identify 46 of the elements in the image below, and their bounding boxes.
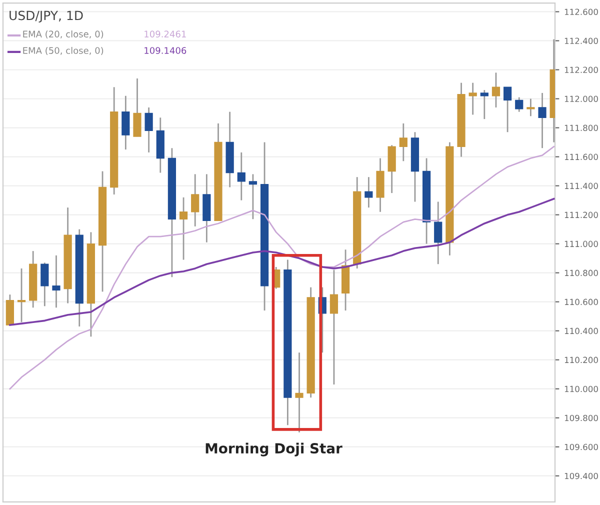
candlestick — [468, 82, 477, 116]
y-tick-label: 110.600 — [564, 298, 598, 306]
candlestick — [40, 262, 49, 307]
candlestick — [122, 95, 130, 150]
y-tick-label: 110.000 — [564, 386, 598, 392]
legend-label: EMA (50, close, 0) — [23, 46, 104, 55]
y-tick-label: 111.800 — [564, 124, 598, 132]
candlestick — [526, 98, 535, 117]
candlestick — [504, 86, 512, 133]
y-tick-label: 110.200 — [564, 356, 598, 364]
candlestick — [295, 352, 304, 434]
candlestick — [480, 89, 488, 120]
y-tick-label: 112.200 — [564, 66, 598, 74]
candlestick — [237, 152, 246, 201]
candlestick — [144, 106, 153, 154]
y-tick-label: 111.200 — [564, 212, 598, 218]
candlestick — [52, 254, 60, 308]
candlestick — [17, 268, 26, 323]
y-tick-label: 110.800 — [564, 270, 598, 276]
y-tick-label: 109.600 — [564, 444, 598, 450]
annotation: 109.1406 — [144, 47, 186, 54]
y-tick-label: 112.000 — [564, 96, 598, 102]
candlestick — [492, 72, 500, 108]
candlestick — [133, 78, 142, 138]
candlestick — [364, 176, 373, 208]
candlestick — [434, 201, 442, 265]
candlestick — [399, 122, 408, 162]
candlestick — [330, 269, 338, 386]
y-tick-label: 111.400 — [564, 182, 598, 190]
y-tick-label: 111.000 — [564, 240, 598, 248]
candlestick — [191, 173, 200, 228]
text: USD/JPY, 1D — [10, 10, 83, 23]
annotation: Morning Doji Star — [206, 442, 342, 456]
candlestick — [248, 173, 258, 220]
line-series — [9, 146, 555, 390]
y-tick-label: 112.400 — [564, 38, 598, 44]
y-tick-label: 111.600 — [564, 154, 598, 160]
candlestick — [179, 196, 188, 260]
candlestick — [515, 96, 524, 113]
y-tick-label: 110.400 — [564, 328, 598, 334]
candlestick — [538, 92, 546, 149]
legend-label: EMA (20, close, 0) — [23, 30, 104, 39]
y-tick-label: 109.400 — [564, 472, 598, 480]
y-tick-label: 109.800 — [564, 414, 598, 422]
annotation: 109.2461 — [144, 30, 186, 38]
y-tick-label: 112.600 — [564, 8, 598, 16]
